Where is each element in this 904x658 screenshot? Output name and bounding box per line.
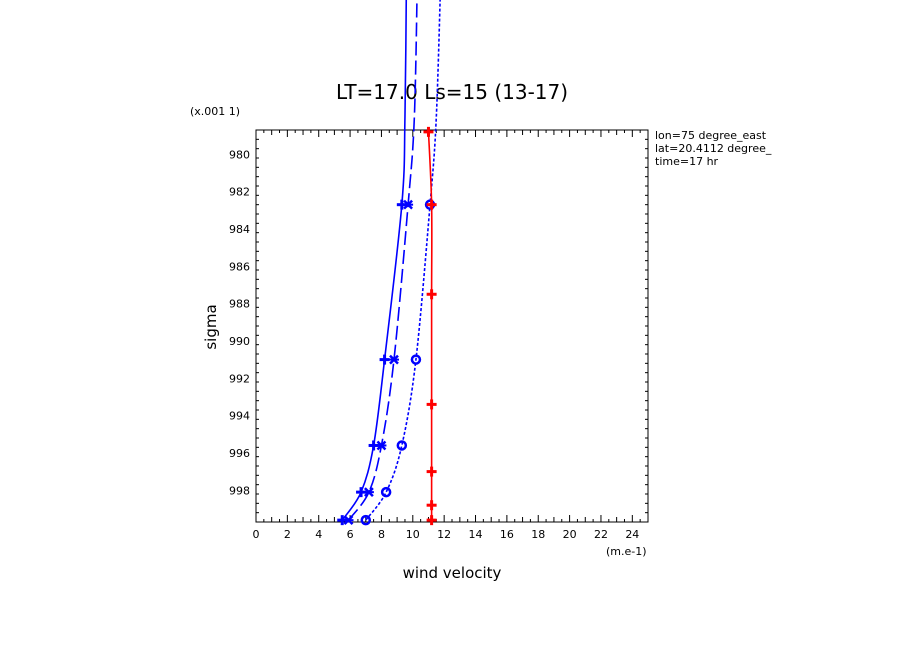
series-line-3 bbox=[427, 131, 433, 521]
series-marker-1 bbox=[376, 440, 387, 451]
series-marker-3 bbox=[426, 500, 437, 511]
ticks: 0 2 4 6 8 10 12 14 16 18 20 22 249809829849869889909… bbox=[229, 129, 649, 541]
info-line-lon: lon=75 degree_east bbox=[655, 129, 767, 142]
x-tick-label: 18 bbox=[531, 528, 545, 541]
info-line-lat: lat=20.4112 degree_ bbox=[655, 142, 772, 155]
y-tick-label: 998 bbox=[229, 484, 250, 497]
x-units-label: (m.e-1) bbox=[606, 545, 647, 558]
series-marker-0 bbox=[379, 354, 390, 365]
series-marker-2 bbox=[360, 514, 372, 526]
series-line-0 bbox=[341, 0, 408, 521]
series-marker-2 bbox=[396, 440, 408, 451]
series-markers bbox=[337, 126, 437, 526]
series-marker-2 bbox=[380, 486, 392, 498]
y-axis-label: sigma bbox=[202, 304, 220, 349]
x-axis-label: wind velocity bbox=[403, 564, 502, 582]
series-marker-1 bbox=[363, 487, 374, 498]
y-tick-label: 992 bbox=[229, 372, 250, 385]
series-marker-1 bbox=[343, 515, 354, 526]
y-tick-label: 996 bbox=[229, 447, 250, 460]
x-tick-label: 22 bbox=[594, 528, 608, 541]
series-line-2 bbox=[365, 0, 441, 521]
info-line-time: time=17 hr bbox=[655, 155, 719, 168]
series-marker-3 bbox=[426, 199, 437, 210]
x-tick-label: 6 bbox=[347, 528, 354, 541]
x-tick-label: 8 bbox=[378, 528, 385, 541]
y-tick-label: 986 bbox=[229, 260, 250, 273]
series-marker-1 bbox=[388, 354, 399, 365]
y-tick-label: 988 bbox=[229, 298, 250, 311]
series-marker-3 bbox=[426, 466, 437, 477]
series-marker-2 bbox=[410, 354, 422, 365]
chart-title: LT=17.0 Ls=15 (13-17) bbox=[336, 80, 568, 104]
plot-frame bbox=[255, 129, 649, 523]
x-tick-label: 14 bbox=[469, 528, 483, 541]
series-marker-3 bbox=[426, 515, 437, 526]
series-marker-3 bbox=[426, 289, 437, 300]
x-tick-label: 20 bbox=[563, 528, 577, 541]
x-tick-label: 12 bbox=[437, 528, 451, 541]
y-tick-label: 980 bbox=[229, 148, 250, 161]
x-tick-label: 24 bbox=[625, 528, 639, 541]
y-tick-label: 982 bbox=[229, 186, 250, 199]
series-marker-3 bbox=[423, 126, 434, 137]
series-marker-3 bbox=[426, 399, 437, 410]
y-tick-label: 984 bbox=[229, 223, 250, 236]
y-tick-label: 990 bbox=[229, 335, 250, 348]
x-tick-label: 0 bbox=[253, 528, 260, 541]
y-units-label: (x.001 1) bbox=[190, 105, 240, 118]
x-tick-label: 2 bbox=[284, 528, 291, 541]
x-tick-label: 4 bbox=[315, 528, 322, 541]
series-lines bbox=[341, 0, 441, 521]
x-tick-label: 10 bbox=[406, 528, 420, 541]
series-marker-1 bbox=[403, 199, 414, 210]
y-tick-label: 994 bbox=[229, 410, 250, 423]
series-line-1 bbox=[347, 0, 418, 521]
x-tick-label: 16 bbox=[500, 528, 514, 541]
